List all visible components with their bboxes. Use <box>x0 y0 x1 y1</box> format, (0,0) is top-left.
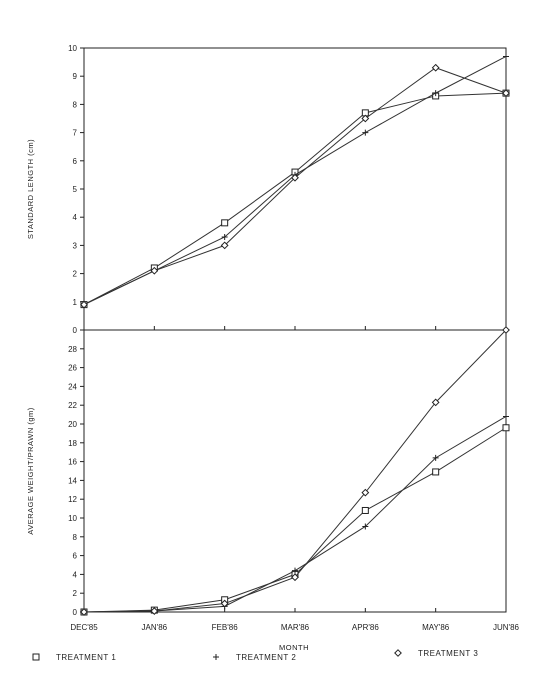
y-axis-label: STANDARD LENGTH (cm) <box>26 139 35 239</box>
x-tick-label: FEB'86 <box>212 623 239 632</box>
y-axis-label: AVERAGE WEIGHT/PRAWN (gm) <box>26 407 35 535</box>
y-tick-label: 1 <box>73 298 78 307</box>
series-line-1 <box>83 92 507 306</box>
legend-label-3: TREATMENT 3 <box>418 649 478 658</box>
legend-symbol-1 <box>32 653 40 661</box>
x-tick-label: DEC'85 <box>70 623 98 632</box>
y-tick-label: 10 <box>68 44 77 53</box>
series-line-3 <box>83 67 507 306</box>
data-point-2 <box>432 454 439 461</box>
data-point-2 <box>221 233 228 240</box>
data-point-2 <box>362 523 369 530</box>
data-point-3 <box>80 608 88 616</box>
data-point-3 <box>502 326 510 334</box>
y-tick-label: 10 <box>68 514 77 523</box>
legend-symbol-2 <box>213 654 219 660</box>
y-tick-label: 16 <box>68 458 77 467</box>
y-tick-label: 12 <box>68 495 77 504</box>
data-point-3 <box>220 241 229 250</box>
y-tick-label: 20 <box>68 420 77 429</box>
legend: TREATMENT 1 TREATMENT 2 TREATMENT 3 <box>32 649 478 662</box>
data-point-1 <box>361 506 369 514</box>
y-tick-label: 2 <box>73 270 78 279</box>
y-tick-label: 18 <box>68 439 77 448</box>
y-tick-label: 0 <box>73 608 78 617</box>
data-point-3 <box>291 573 299 582</box>
data-point-3 <box>150 266 159 275</box>
data-point-3 <box>431 63 440 72</box>
data-point-3 <box>361 488 370 497</box>
standard-length-panel: 0 1 2 3 4 5 6 7 8 9 10 STANDARD LENGTH (cm) <box>26 44 510 335</box>
data-point-2 <box>503 53 509 60</box>
legend-label-1: TREATMENT 1 <box>56 653 116 662</box>
y-tick-label: 6 <box>73 157 78 166</box>
data-point-1 <box>221 219 229 227</box>
y-tick-label: 28 <box>68 345 77 354</box>
data-point-2 <box>432 90 439 97</box>
y-tick-label: 6 <box>73 552 78 561</box>
y-tick-label: 8 <box>73 100 78 109</box>
x-tick-label: APR'86 <box>352 623 379 632</box>
plot-frame <box>83 47 507 331</box>
y-tick-label: 0 <box>73 326 78 335</box>
data-point-3 <box>150 607 159 615</box>
y-tick-label: 26 <box>68 364 77 373</box>
data-point-3 <box>291 173 299 182</box>
y-tick-label: 7 <box>73 129 78 138</box>
data-point-3 <box>431 398 440 407</box>
legend-label-2: TREATMENT 2 <box>236 653 296 662</box>
x-tick-label: MAY'86 <box>422 623 450 632</box>
data-point-3 <box>220 599 229 608</box>
y-tick-label: 4 <box>73 213 78 222</box>
data-point-3 <box>502 89 510 98</box>
data-point-2 <box>503 413 509 420</box>
data-point-3 <box>361 114 370 123</box>
x-axis-label: MONTH <box>279 643 309 652</box>
series-line-2 <box>83 416 507 613</box>
series-line-1 <box>83 427 507 613</box>
y-tick-label: 3 <box>73 241 78 250</box>
x-tick-label: JAN'86 <box>142 623 168 632</box>
y-tick-label: 14 <box>68 476 77 485</box>
x-tick-label: JUN'86 <box>493 623 520 632</box>
y-tick-label: 2 <box>73 589 78 598</box>
data-point-2 <box>292 567 298 574</box>
y-tick-label: 9 <box>73 72 78 81</box>
x-axis: DEC'85 JAN'86 FEB'86 MAR'86 APR'86 MAY'86 JUN'… <box>70 623 519 632</box>
y-tick-label: 24 <box>68 382 77 391</box>
y-tick-label: 5 <box>73 185 78 194</box>
y-tick-label: 8 <box>73 533 78 542</box>
x-tick-label: MAR'86 <box>281 623 310 632</box>
data-point-1 <box>502 424 510 432</box>
y-tick-label: 4 <box>73 570 78 579</box>
data-point-3 <box>80 300 88 309</box>
data-point-2 <box>362 129 369 136</box>
data-point-1 <box>432 468 440 476</box>
legend-symbol-3 <box>394 649 402 657</box>
y-tick-label: 22 <box>68 401 77 410</box>
